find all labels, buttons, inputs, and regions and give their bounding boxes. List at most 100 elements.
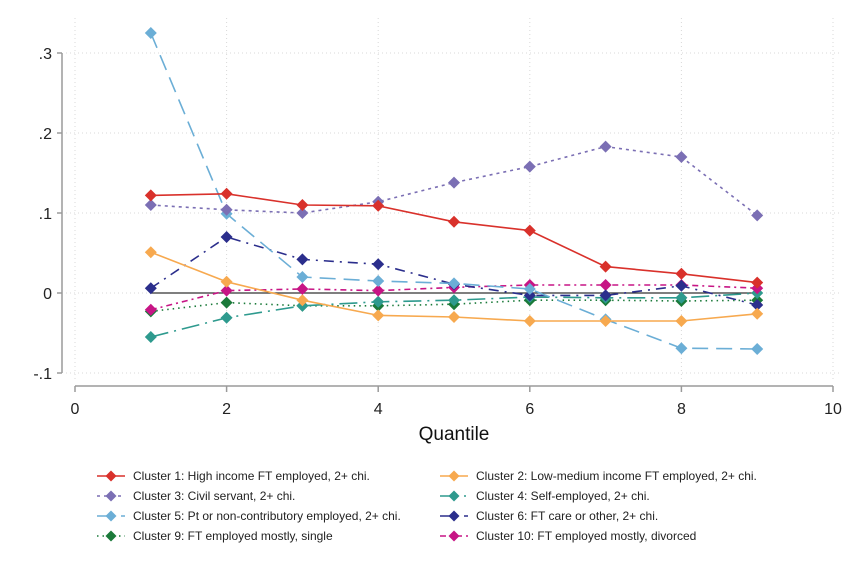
data-point [448,277,460,290]
data-point [599,279,612,291]
series-cluster-0 [144,187,764,289]
data-point [144,246,157,259]
data-point [296,253,309,266]
legend-marker [448,470,460,482]
legend-label: Cluster 1: High income FT employed, 2+ c… [133,469,370,483]
data-point [448,294,460,307]
data-point [675,315,688,327]
data-point [296,271,309,283]
data-point [372,284,385,297]
data-point [144,27,157,39]
legend-item: Cluster 1: High income FT employed, 2+ c… [97,469,370,483]
data-point [675,342,688,355]
axes: -.1 0 .1 .2 .3 0 2 4 6 8 10 [33,46,842,418]
legend-label: Cluster 2: Low-medium income FT employed… [476,469,757,483]
series-cluster-5 [144,231,764,311]
legend-label: Cluster 10: FT employed mostly, divorced [476,529,696,543]
x-tick-label: 2 [222,401,231,418]
data-point [751,307,764,320]
data-point [523,315,536,327]
data-point [144,189,157,202]
data-point [675,279,688,292]
series-layer [144,27,764,355]
data-point [296,207,309,219]
legend-marker [105,530,117,542]
data-point [448,311,460,323]
legend-label: Cluster 5: Pt or non-contributory employ… [133,509,401,523]
data-point [599,140,612,153]
legend-marker [448,510,460,522]
series-line [150,145,758,217]
legend-item: Cluster 6: FT care or other, 2+ chi. [440,509,658,523]
data-point [372,275,385,287]
data-point [372,258,385,271]
data-point [144,199,157,211]
data-point [751,276,764,289]
data-point [599,289,612,302]
legend-marker [448,490,460,502]
y-tick-label: 0 [43,286,52,303]
y-tick-label: .2 [39,126,52,143]
data-point [599,315,612,327]
x-axis-label: Quantile [419,424,490,445]
data-point [751,343,764,355]
x-tick-label: 0 [71,401,80,418]
legend-item: Cluster 10: FT employed mostly, divorced [440,529,696,543]
series-line [150,193,758,284]
data-point [523,160,536,173]
legend-label: Cluster 9: FT employed mostly, single [133,529,333,543]
series-cluster-1 [144,246,764,327]
legend-label: Cluster 6: FT care or other, 2+ chi. [476,509,658,523]
data-point [220,187,233,200]
data-point [220,203,233,216]
data-point [523,283,536,295]
x-tick-label: 8 [677,401,686,418]
series-cluster-2 [144,140,764,222]
data-point [296,294,309,307]
data-point [675,291,688,304]
data-point [144,282,157,295]
y-tick-label: .1 [39,206,52,223]
legend-item: Cluster 2: Low-medium income FT employed… [440,469,757,483]
data-point [220,296,233,309]
legend: Cluster 1: High income FT employed, 2+ c… [97,469,757,543]
data-point [220,231,233,243]
data-point [296,199,309,211]
data-point [296,283,309,295]
data-point [144,303,157,316]
data-point [448,215,460,228]
x-tick-label: 10 [824,401,842,418]
data-point [675,267,688,280]
data-point [220,275,233,288]
y-tick-label: .3 [39,46,52,63]
data-point [220,284,233,297]
data-point [372,309,385,322]
data-point [675,151,688,163]
legend-marker [105,470,117,482]
x-tick-label: 6 [525,401,534,418]
data-point [599,260,612,273]
data-point [448,176,460,189]
legend-marker [105,510,117,522]
data-point [523,224,536,237]
grid-lines [66,18,840,382]
legend-marker [448,530,460,542]
legend-label: Cluster 3: Civil servant, 2+ chi. [133,489,295,503]
data-point [372,199,385,212]
series-line [150,236,758,306]
data-point [751,209,764,222]
data-point [220,311,233,324]
data-point [144,331,157,343]
legend-item: Cluster 9: FT employed mostly, single [97,529,333,543]
legend-item: Cluster 3: Civil servant, 2+ chi. [97,489,295,503]
data-point [372,295,385,308]
legend-item: Cluster 4: Self-employed, 2+ chi. [440,489,650,503]
data-point [751,299,764,311]
x-tick-label: 4 [374,401,383,418]
legend-marker [105,490,117,502]
series-line [150,292,758,338]
legend-item: Cluster 5: Pt or non-contributory employ… [97,509,401,523]
legend-label: Cluster 4: Self-employed, 2+ chi. [476,489,650,503]
data-point [523,289,536,302]
